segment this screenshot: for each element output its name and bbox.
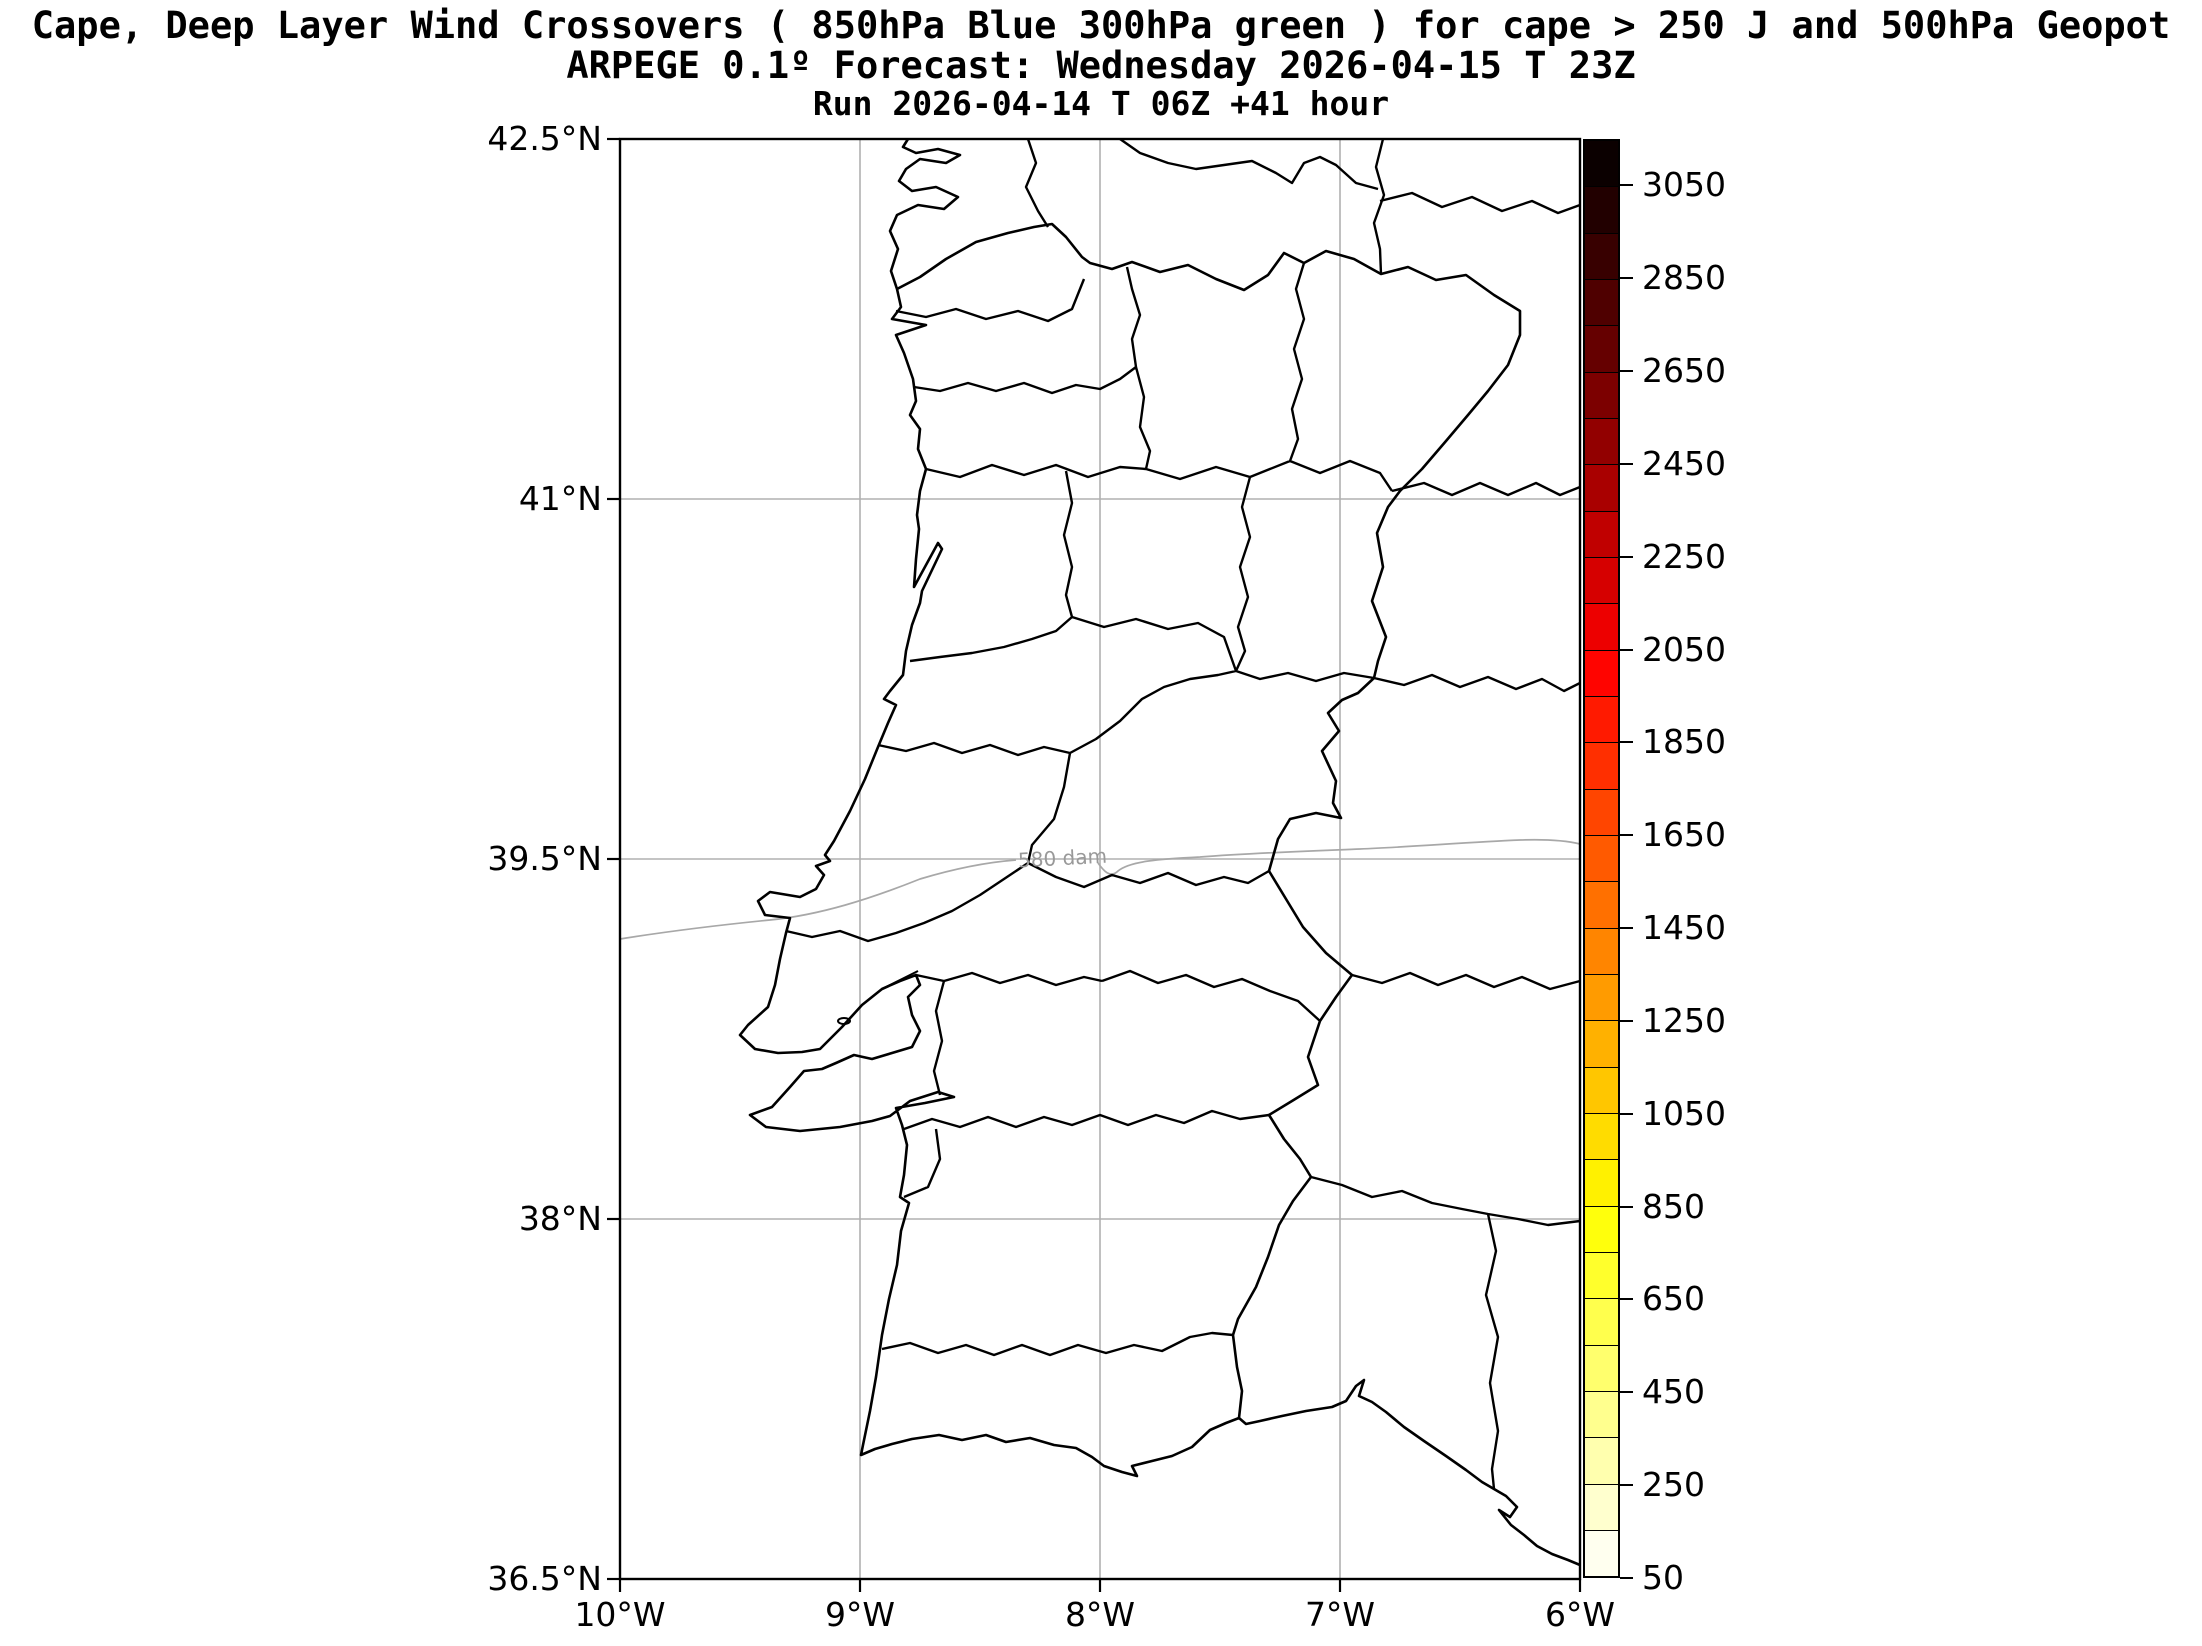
x-axis-tick-label: 7°W: [1304, 1595, 1376, 1634]
colorbar-segment: [1585, 1160, 1618, 1207]
colorbar-segment: [1585, 1067, 1618, 1114]
colorbar-segment: [1585, 835, 1618, 883]
colorbar-tick: [1620, 834, 1633, 837]
colorbar-tick: [1620, 1112, 1633, 1115]
colorbar-segment: [1585, 650, 1618, 697]
coastline-path: [738, 138, 1581, 1567]
colorbar-tick: [1620, 1205, 1633, 1208]
colorbar-tick-label: 2650: [1642, 351, 1726, 391]
colorbar-segment: [1585, 1530, 1618, 1577]
colorbar-segment: [1585, 279, 1618, 327]
colorbar: [1583, 139, 1620, 1578]
map-canvas: [607, 137, 1582, 1592]
colorbar-segment: [1585, 233, 1618, 280]
colorbar-segment: [1585, 187, 1618, 234]
colorbar-tick: [1620, 741, 1633, 744]
figure-title-line1: Cape, Deep Layer Wind Crossovers ( 850hP…: [31, 4, 2171, 47]
figure-title-line2: ARPEGE 0.1º Forecast: Wednesday 2026-04-…: [566, 44, 1636, 87]
colorbar-segment: [1585, 1113, 1618, 1161]
y-axis-tick-label: 38°N: [518, 1199, 602, 1238]
x-axis-tick-label: 10°W: [574, 1595, 666, 1634]
colorbar-segment: [1585, 511, 1618, 558]
colorbar-segment: [1585, 1252, 1618, 1300]
spain-province-boundaries-path: [1024, 138, 1581, 1490]
graticule-gridlines: [620, 139, 1580, 1579]
y-axis-tick-label: 42.5°N: [487, 119, 602, 158]
colorbar-strip: [1585, 141, 1618, 1577]
colorbar-segment: [1585, 141, 1618, 188]
colorbar-segment: [1585, 1021, 1618, 1068]
colorbar-tick: [1620, 1391, 1633, 1394]
x-axis-tick-label: 9°W: [824, 1595, 896, 1634]
colorbar-tick-label: 3050: [1642, 165, 1726, 205]
axes-frame: [618, 137, 1582, 1581]
colorbar-segment: [1585, 696, 1618, 744]
colorbar-segment: [1585, 743, 1618, 790]
colorbar-segment: [1585, 789, 1618, 836]
colorbar-tick-label: 2250: [1642, 536, 1726, 576]
colorbar-segment: [1585, 465, 1618, 512]
colorbar-segment: [1585, 1299, 1618, 1346]
colorbar-segment: [1585, 604, 1618, 651]
x-axis-tick-label: 6°W: [1544, 1595, 1616, 1634]
colorbar-tick: [1620, 277, 1633, 280]
x-axis-tick-label: 8°W: [1064, 1595, 1136, 1634]
axis-ticks: [607, 137, 1582, 1592]
district-boundaries-path: [785, 262, 1393, 1357]
colorbar-segment: [1585, 1438, 1618, 1485]
colorbar-segment: [1585, 1484, 1618, 1531]
colorbar-tick-label: 850: [1642, 1186, 1705, 1226]
colorbar-tick-label: 2050: [1642, 629, 1726, 669]
colorbar-tick: [1620, 370, 1633, 373]
colorbar-tick-label: 650: [1642, 1279, 1705, 1319]
map-axes: [607, 137, 1582, 1592]
colorbar-segment: [1585, 372, 1618, 419]
colorbar-segment: [1585, 928, 1618, 975]
colorbar-tick-label: 1450: [1642, 908, 1726, 948]
geopotential-contour-580dam: [619, 838, 1581, 940]
colorbar-tick: [1620, 927, 1633, 930]
colorbar-tick: [1620, 184, 1633, 187]
y-axis-tick-label: 39.5°N: [487, 839, 602, 878]
colorbar-tick: [1620, 1484, 1633, 1487]
colorbar-segment: [1585, 326, 1618, 373]
colorbar-tick-label: 1850: [1642, 722, 1726, 762]
country-border-path: [896, 222, 1522, 1419]
y-axis-tick-label: 41°N: [518, 479, 602, 518]
colorbar-tick-label: 50: [1642, 1558, 1684, 1597]
colorbar-segment: [1585, 418, 1618, 466]
colorbar-segment: [1585, 557, 1618, 605]
colorbar-segment: [1585, 1345, 1618, 1392]
colorbar-tick-label: 1650: [1642, 815, 1726, 855]
colorbar-tick: [1620, 1019, 1633, 1022]
colorbar-segment: [1585, 1206, 1618, 1253]
colorbar-tick: [1620, 1577, 1633, 1579]
colorbar-tick-label: 450: [1642, 1372, 1705, 1412]
figure-title-line3: Run 2026-04-14 T 06Z +41 hour: [812, 84, 1390, 123]
colorbar-tick-label: 1250: [1642, 1000, 1726, 1040]
colorbar-tick-label: 2450: [1642, 443, 1726, 483]
colorbar-segment: [1585, 882, 1618, 929]
colorbar-tick-label: 2850: [1642, 258, 1726, 298]
colorbar-tick-label: 1050: [1642, 1093, 1726, 1133]
colorbar-tick: [1620, 555, 1633, 558]
colorbar-tick-label: 250: [1642, 1465, 1705, 1505]
y-axis-tick-label: 36.5°N: [487, 1559, 602, 1598]
contour-label-580dam: 580 dam: [1017, 843, 1108, 873]
colorbar-tick: [1620, 1298, 1633, 1301]
colorbar-segment: [1585, 1391, 1618, 1439]
colorbar-tick: [1620, 462, 1633, 465]
colorbar-segment: [1585, 974, 1618, 1022]
colorbar-tick: [1620, 648, 1633, 651]
tagus-estuary-detail: [837, 970, 919, 1025]
